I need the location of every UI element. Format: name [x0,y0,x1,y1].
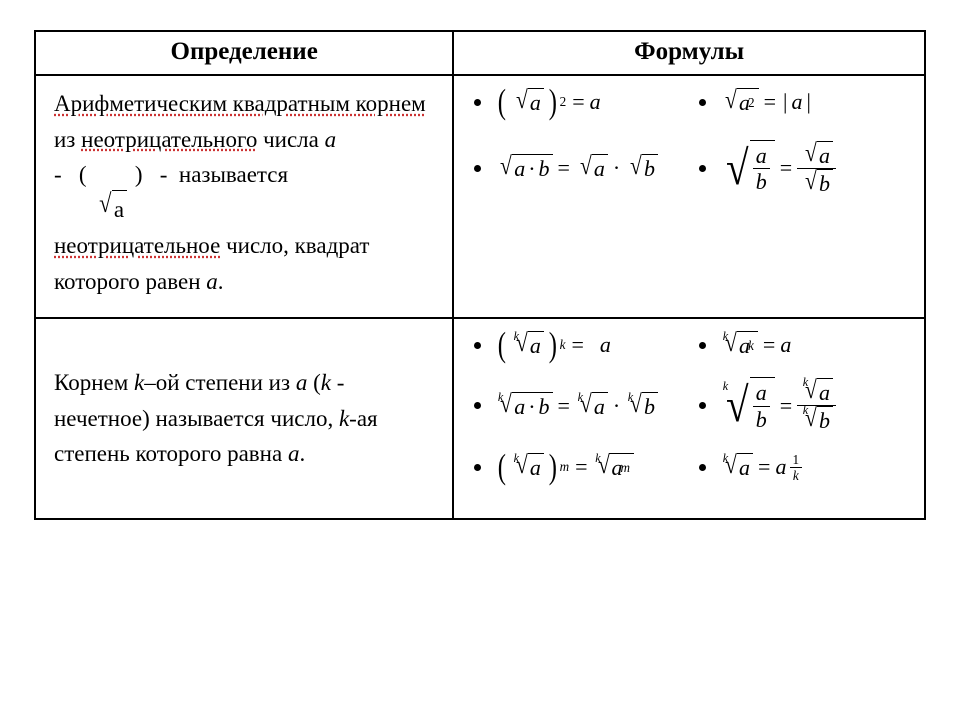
definition-kth-root: Корнем k–ой степени из a (k - нечетное) … [35,318,453,519]
bullet-icon [474,165,481,172]
header-definition: Определение [35,31,453,75]
formula-kroot-pow-m: ( k√a )m = k√am [464,452,689,483]
bullet-icon [699,342,706,349]
formula-kroot-a-over-b: k√ ab = k√a k√b [689,377,914,434]
formula-sqrt-ab: √a·b = √a · √b [464,140,689,197]
bullet-icon [699,402,706,409]
formula-kroot-ab: k√a·b = k√a · k√b [464,377,689,434]
bullet-icon [699,464,706,471]
bullet-icon [699,165,706,172]
bullet-icon [474,402,481,409]
formulas-kth-root: ( k√a )k = a k√ak = a [453,318,925,519]
table-row: Арифметическим квадратным корнем из неот… [35,75,925,318]
bullet-icon [699,99,706,106]
formula-kroot-a-1k: k√a = a1k [689,452,914,483]
definitions-table: Определение Формулы Арифметическим квадр… [34,30,926,520]
formula-kroot-pow-k: ( k√a )k = a [464,331,689,359]
header-formulas: Формулы [453,31,925,75]
formula-sq-sqrt-a: ( √a )2 = a [464,88,689,116]
formula-kroot-ak: k√ak = a [689,331,914,359]
formula-sqrt-a2-abs: √a2 = |a| [689,88,914,116]
bullet-icon [474,99,481,106]
header-row: Определение Формулы [35,31,925,75]
definition-square-root: Арифметическим квадратным корнем из неот… [35,75,453,318]
page: Определение Формулы Арифметическим квадр… [0,0,960,540]
formulas-square-root: ( √a )2 = a √a2 = |a| [453,75,925,318]
table-row: Корнем k–ой степени из a (k - нечетное) … [35,318,925,519]
formula-sqrt-a-over-b: √ ab = √a √b [689,140,914,197]
bullet-icon [474,464,481,471]
bullet-icon [474,342,481,349]
